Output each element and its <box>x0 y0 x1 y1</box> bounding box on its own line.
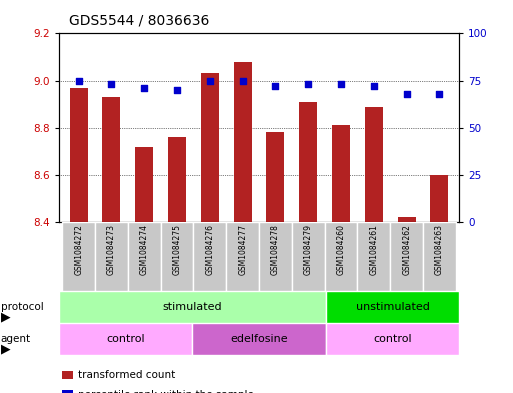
Text: GDS5544 / 8036636: GDS5544 / 8036636 <box>69 13 210 28</box>
Text: GSM1084275: GSM1084275 <box>172 224 182 275</box>
Text: ▶: ▶ <box>1 342 10 356</box>
Bar <box>430 175 448 222</box>
Point <box>140 85 148 91</box>
Bar <box>292 222 325 291</box>
Bar <box>226 222 259 291</box>
Bar <box>135 147 153 222</box>
Bar <box>161 222 193 291</box>
Bar <box>326 323 459 355</box>
Point <box>271 83 280 89</box>
Point <box>107 81 115 88</box>
Bar <box>365 107 383 222</box>
Bar <box>128 222 161 291</box>
Bar <box>326 291 459 323</box>
Text: unstimulated: unstimulated <box>356 302 429 312</box>
Bar <box>358 222 390 291</box>
Text: control: control <box>106 334 145 344</box>
Bar <box>423 222 456 291</box>
Text: GSM1084277: GSM1084277 <box>238 224 247 275</box>
Point <box>239 77 247 84</box>
Bar <box>390 222 423 291</box>
Point <box>173 87 181 93</box>
Text: GSM1084276: GSM1084276 <box>205 224 214 275</box>
Bar <box>325 222 358 291</box>
Text: GSM1084261: GSM1084261 <box>369 224 379 275</box>
Point <box>206 77 214 84</box>
Text: GSM1084263: GSM1084263 <box>435 224 444 275</box>
Text: protocol: protocol <box>1 302 43 312</box>
Bar <box>201 73 219 222</box>
Text: GSM1084273: GSM1084273 <box>107 224 116 275</box>
Bar <box>266 132 285 222</box>
Bar <box>332 125 350 222</box>
Point <box>403 91 411 97</box>
Bar <box>95 222 128 291</box>
Bar <box>192 323 326 355</box>
Text: control: control <box>373 334 412 344</box>
Text: stimulated: stimulated <box>163 302 222 312</box>
Text: GSM1084262: GSM1084262 <box>402 224 411 275</box>
Text: percentile rank within the sample: percentile rank within the sample <box>78 389 254 393</box>
Bar <box>70 88 88 222</box>
Point <box>436 91 444 97</box>
Text: GSM1084274: GSM1084274 <box>140 224 149 275</box>
Bar <box>299 102 317 222</box>
Bar <box>62 222 95 291</box>
Text: GSM1084260: GSM1084260 <box>337 224 346 275</box>
Text: GSM1084279: GSM1084279 <box>304 224 313 275</box>
Point <box>304 81 312 88</box>
Bar <box>233 62 252 222</box>
Text: agent: agent <box>1 334 31 344</box>
Point <box>74 77 83 84</box>
Text: ▶: ▶ <box>1 310 10 323</box>
Text: edelfosine: edelfosine <box>230 334 288 344</box>
Bar <box>103 97 121 222</box>
Bar <box>193 222 226 291</box>
Point <box>337 81 345 88</box>
Text: transformed count: transformed count <box>78 370 175 380</box>
Bar <box>259 222 292 291</box>
Text: GSM1084272: GSM1084272 <box>74 224 83 275</box>
Bar <box>168 137 186 222</box>
Point <box>370 83 378 89</box>
Bar <box>59 323 192 355</box>
Bar <box>398 217 416 222</box>
Bar <box>59 291 326 323</box>
Text: GSM1084278: GSM1084278 <box>271 224 280 275</box>
